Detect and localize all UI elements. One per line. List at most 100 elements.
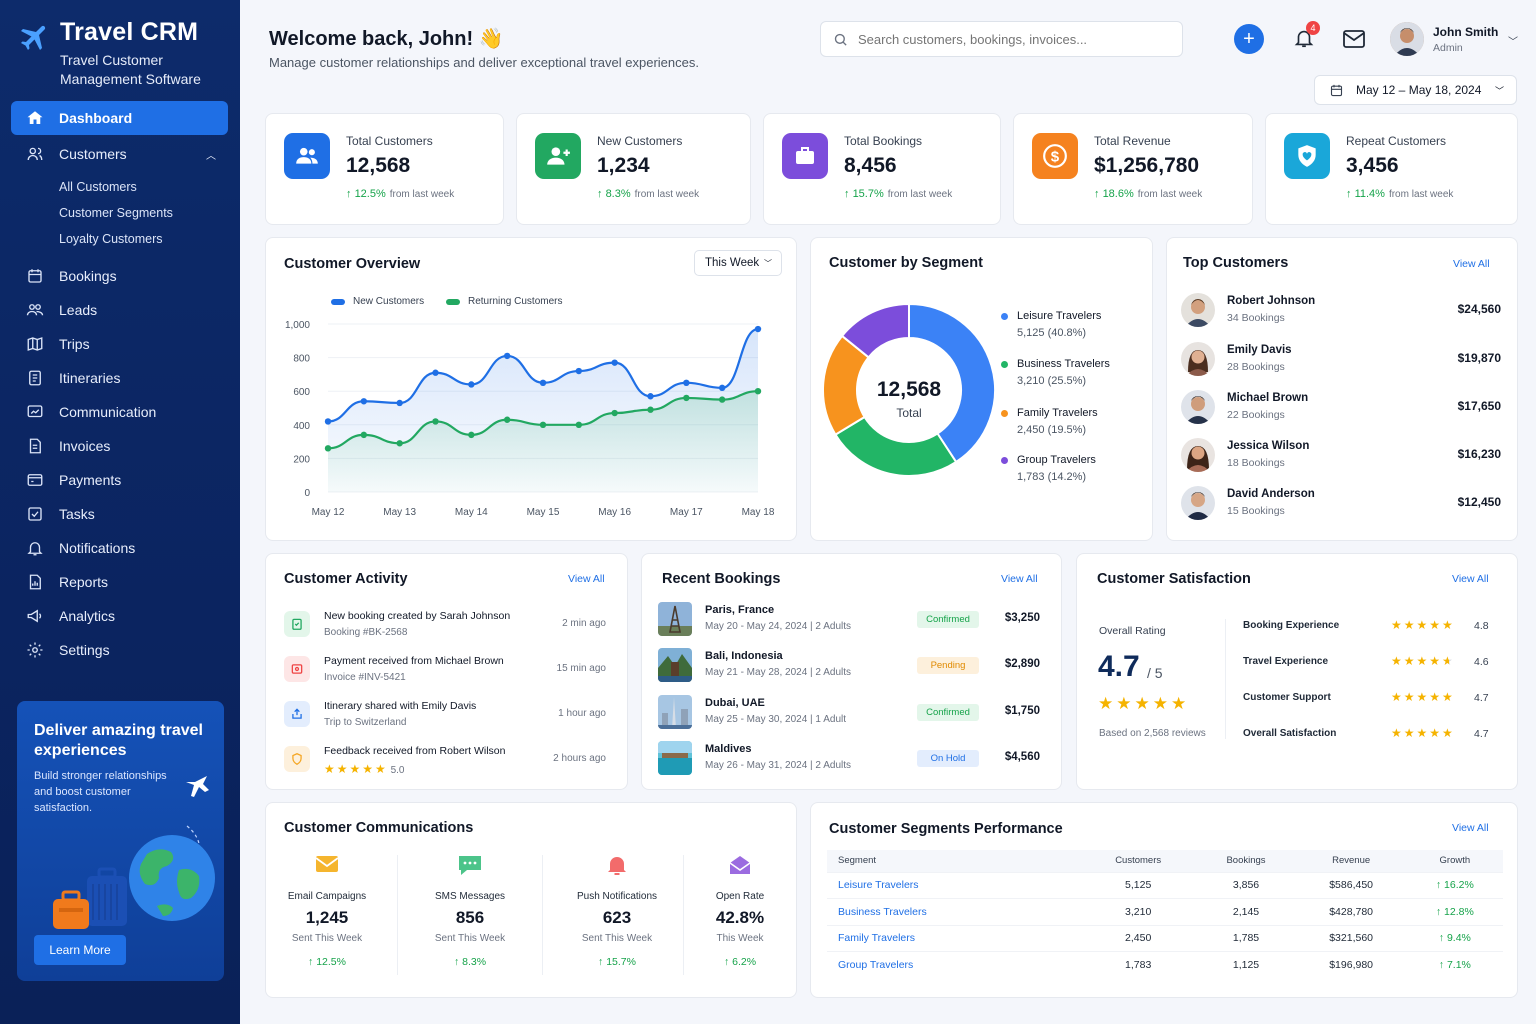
- activity-row[interactable]: Itinerary shared with Emily Davis Trip t…: [284, 698, 606, 738]
- mail-icon[interactable]: [1342, 29, 1366, 49]
- customer-overview-card: Customer Overview This Week ﹀ New Custome…: [265, 237, 797, 541]
- sidebar-item-label: Itineraries: [59, 370, 121, 386]
- view-all-link[interactable]: View All: [1001, 573, 1038, 585]
- search-icon: [834, 33, 847, 46]
- legend-swatch: [446, 298, 460, 305]
- segment-link[interactable]: Business Travelers: [827, 898, 1080, 925]
- comm-push-notifications: Push Notifications 623 Sent This Week ↑ …: [547, 853, 687, 983]
- add-button[interactable]: +: [1234, 24, 1264, 54]
- calendar-icon: [1330, 84, 1343, 96]
- rating-stars: ★★★★★: [1391, 654, 1455, 668]
- view-all-link[interactable]: View All: [1452, 822, 1489, 834]
- x-tick-label: May 18: [742, 507, 775, 518]
- growth-value: 7.1%: [1446, 959, 1471, 971]
- table-cell: $428,780: [1295, 898, 1407, 925]
- paris-photo: [658, 602, 692, 636]
- table-row[interactable]: Leisure Travelers 5,125 3,856 $586,450 ↑…: [827, 871, 1503, 899]
- comm-label: Email Campaigns: [287, 891, 367, 902]
- segment-link[interactable]: Group Travelers: [827, 951, 1080, 978]
- top-customer-row[interactable]: Jessica Wilson 18 Bookings $16,230: [1181, 438, 1501, 478]
- bell-icon: [547, 853, 687, 879]
- column-header[interactable]: Segment: [838, 855, 877, 867]
- sidebar-item-tasks[interactable]: Tasks: [11, 497, 228, 531]
- sidebar-item-communication[interactable]: Communication: [11, 395, 228, 429]
- booking-row[interactable]: Maldives May 26 - May 31, 2024 | 2 Adult…: [658, 741, 1040, 781]
- rating-category-label: Booking Experience: [1243, 620, 1340, 631]
- user-menu-chevron-icon[interactable]: ﹀: [1508, 37, 1518, 48]
- top-customer-row[interactable]: Michael Brown 22 Bookings $17,650: [1181, 390, 1501, 430]
- table-cell: 2,450: [1079, 924, 1197, 952]
- kpi-trend: ↑ 15.7% from last week: [844, 188, 952, 200]
- sidebar-item-settings[interactable]: Settings: [11, 633, 228, 667]
- divider: [542, 855, 543, 975]
- rating-stars: ★★★★★: [324, 762, 388, 776]
- sidebar-subitem-customer-segments[interactable]: Customer Segments: [59, 206, 173, 220]
- view-all-link[interactable]: View All: [568, 573, 605, 585]
- sidebar-subitem-all-customers[interactable]: All Customers: [59, 180, 137, 194]
- sidebar-subitem-loyalty-customers[interactable]: Loyalty Customers: [59, 232, 163, 246]
- sidebar: Travel CRM Travel Customer Management So…: [0, 0, 240, 1024]
- x-tick-label: May 17: [670, 507, 703, 518]
- search-input[interactable]: [858, 31, 1158, 47]
- sidebar-item-label: Bookings: [59, 268, 117, 284]
- sidebar-item-invoices[interactable]: Invoices: [11, 429, 228, 463]
- booking-row[interactable]: Bali, Indonesia May 21 - May 28, 2024 | …: [658, 648, 1040, 688]
- search-bar[interactable]: [820, 21, 1183, 57]
- sidebar-item-dashboard[interactable]: Dashboard: [11, 101, 228, 135]
- date-range-picker[interactable]: May 12 – May 18, 2024 ﹀: [1314, 75, 1517, 105]
- table-row[interactable]: Group Travelers 1,783 1,125 $196,980 ↑ 7…: [827, 951, 1503, 978]
- card-title: Customer by Segment: [829, 255, 983, 271]
- dubai-photo: [658, 695, 692, 729]
- segment-link[interactable]: Leisure Travelers: [827, 871, 1080, 899]
- sidebar-item-reports[interactable]: Reports: [11, 565, 228, 599]
- donut-slice[interactable]: [840, 302, 910, 359]
- top-customer-row[interactable]: Robert Johnson 34 Bookings $24,560: [1181, 293, 1501, 333]
- table-row[interactable]: Family Travelers 2,450 1,785 $321,560 ↑ …: [827, 924, 1503, 952]
- legend-dot: [1001, 457, 1008, 464]
- learn-more-button[interactable]: Learn More: [34, 935, 126, 965]
- sidebar-item-itineraries[interactable]: Itineraries: [11, 361, 228, 395]
- sidebar-item-customers[interactable]: Customers ︿: [11, 137, 228, 171]
- column-header[interactable]: Revenue: [1332, 855, 1371, 867]
- sidebar-item-bookings[interactable]: Bookings: [11, 259, 228, 293]
- column-header[interactable]: Customers: [1115, 855, 1162, 867]
- period-dropdown[interactable]: This Week ﹀: [694, 250, 782, 276]
- gear-icon: [27, 642, 43, 658]
- sidebar-item-trips[interactable]: Trips: [11, 327, 228, 361]
- top-customer-row[interactable]: Emily Davis 28 Bookings $19,870: [1181, 342, 1501, 382]
- travel-illustration: [53, 776, 215, 929]
- booking-destination: Dubai, UAE: [705, 697, 765, 709]
- users-icon: [284, 133, 330, 179]
- segment-donut-chart: [822, 302, 996, 477]
- activity-row[interactable]: Feedback received from Robert Wilson ★★★…: [284, 743, 606, 783]
- customer-bookings: 18 Bookings: [1227, 457, 1285, 469]
- top-customer-row[interactable]: David Anderson 15 Bookings $12,450: [1181, 486, 1501, 526]
- data-point: [432, 418, 439, 425]
- booking-row[interactable]: Dubai, UAE May 25 - May 30, 2024 | 1 Adu…: [658, 695, 1040, 735]
- donut-slice[interactable]: [908, 302, 996, 464]
- segment-link[interactable]: Family Travelers: [827, 924, 1080, 952]
- sidebar-item-payments[interactable]: Payments: [11, 463, 228, 497]
- kpi-trend-note: from last week: [389, 189, 455, 200]
- series-area: [328, 391, 758, 492]
- table-cell: 2,145: [1196, 898, 1296, 925]
- legend-new-customers: New Customers: [331, 296, 424, 307]
- sidebar-item-analytics[interactable]: Analytics: [11, 599, 228, 633]
- chevron-up-icon[interactable]: ︿: [206, 150, 216, 162]
- column-header[interactable]: Bookings: [1226, 855, 1266, 867]
- view-all-link[interactable]: View All: [1453, 258, 1490, 270]
- view-all-link[interactable]: View All: [1452, 573, 1489, 585]
- comm-trend-value: 6.2%: [732, 956, 757, 968]
- data-point: [575, 421, 583, 428]
- booking-row[interactable]: Paris, France May 20 - May 24, 2024 | 2 …: [658, 602, 1040, 642]
- user-avatar[interactable]: [1390, 22, 1424, 56]
- customer-activity-card: Customer Activity View All New booking c…: [265, 553, 628, 790]
- donut-slice[interactable]: [834, 415, 958, 477]
- status-badge: Pending: [917, 657, 979, 674]
- sidebar-item-notifications[interactable]: Notifications: [11, 531, 228, 565]
- table-row[interactable]: Business Travelers 3,210 2,145 $428,780 …: [827, 898, 1503, 925]
- activity-row[interactable]: New booking created by Sarah Johnson Boo…: [284, 608, 606, 648]
- activity-row[interactable]: Payment received from Michael Brown Invo…: [284, 653, 606, 693]
- sidebar-item-leads[interactable]: Leads: [11, 293, 228, 327]
- column-header[interactable]: Growth: [1439, 855, 1471, 867]
